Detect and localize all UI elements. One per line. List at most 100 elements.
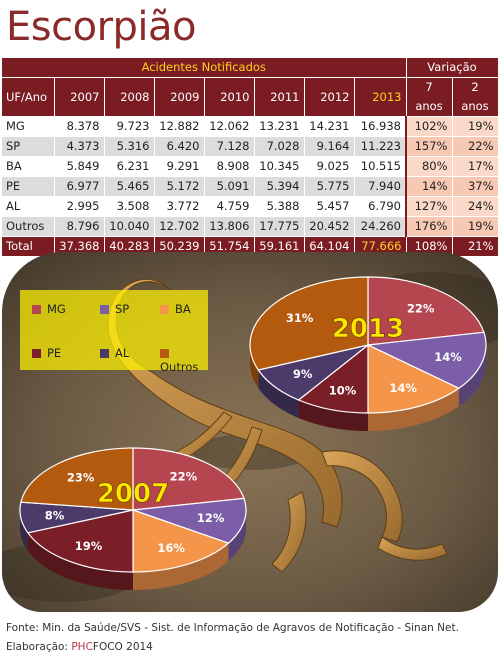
value-cell: 10.515 [354, 156, 407, 177]
value-cell: 9.025 [304, 156, 355, 177]
source-note: Fonte: Min. da Saúde/SVS - Sist. de Info… [6, 622, 459, 634]
legend-swatch [160, 305, 169, 314]
var2-cell: 37% [452, 176, 499, 197]
value-cell: 6.790 [354, 196, 407, 217]
variation-header: Variação [406, 58, 499, 78]
legend-label: BA [175, 302, 191, 316]
year-header: 2013 [354, 77, 407, 117]
var7-cell: 102% [406, 116, 453, 137]
legend-swatch [32, 305, 41, 314]
legend-label: SP [115, 302, 130, 316]
credit-prefix: Elaboração: [6, 641, 72, 653]
uf-cell: PE [2, 176, 55, 197]
credit-phc: PHC [71, 641, 93, 653]
year-header: 2008 [104, 77, 155, 117]
total-cell: 37.368 [54, 236, 105, 256]
value-cell: 5.091 [204, 176, 255, 197]
var7-cell: 157% [406, 136, 453, 157]
uf-cell: Outros [2, 216, 55, 237]
column-header-row: UF/Ano 2007 2008 2009 2010 2011 2012 201… [2, 77, 499, 117]
legend-swatch [100, 349, 109, 358]
total-var2: 21% [452, 236, 499, 256]
legend-label: MG [47, 302, 66, 316]
uf-cell: MG [2, 116, 55, 137]
value-cell: 11.223 [354, 136, 407, 157]
credit-rest: FOCO 2014 [92, 641, 153, 653]
value-cell: 17.775 [254, 216, 305, 237]
legend-item: AL [100, 346, 129, 360]
value-cell: 7.028 [254, 136, 305, 157]
total-row: Total 37.368 40.283 50.239 51.754 59.161… [2, 236, 499, 256]
value-cell: 5.172 [154, 176, 205, 197]
var2-cell: 24% [452, 196, 499, 217]
legend-label: PE [47, 346, 62, 360]
value-cell: 20.452 [304, 216, 355, 237]
uf-cell: AL [2, 196, 55, 217]
group-header: Acidentes Notificados [2, 58, 407, 78]
value-cell: 9.291 [154, 156, 205, 177]
value-cell: 8.796 [54, 216, 105, 237]
value-cell: 24.260 [354, 216, 407, 237]
legend-item: Outros [160, 346, 208, 374]
value-cell: 12.062 [204, 116, 255, 137]
uf-cell: SP [2, 136, 55, 157]
value-cell: 6.977 [54, 176, 105, 197]
table-row: Outros 8.796 10.040 12.702 13.806 17.775 20.45… [2, 216, 499, 237]
value-cell: 13.231 [254, 116, 305, 137]
value-cell: 5.465 [104, 176, 155, 197]
value-cell: 8.908 [204, 156, 255, 177]
page-title: Escorpião [6, 4, 197, 50]
legend-swatch [32, 349, 41, 358]
var2-cell: 17% [452, 156, 499, 177]
value-cell: 2.995 [54, 196, 105, 217]
legend-item: MG [32, 302, 66, 316]
value-cell: 9.723 [104, 116, 155, 137]
value-cell: 6.231 [104, 156, 155, 177]
chart-legend: MG SP BA PE AL Outros [20, 290, 208, 374]
total-label: Total [2, 236, 55, 256]
accidents-table: Acidentes Notificados Variação UF/Ano 20… [2, 58, 499, 256]
var-header: 2 anos [452, 77, 499, 117]
var7-cell: 80% [406, 156, 453, 177]
legend-item: SP [100, 302, 129, 316]
var2-cell: 22% [452, 136, 499, 157]
table-row: BA 5.849 6.231 9.291 8.908 10.345 9.025 10.515 8… [2, 156, 499, 177]
value-cell: 6.420 [154, 136, 205, 157]
value-cell: 14.231 [304, 116, 355, 137]
total-cell: 77.666 [354, 236, 407, 256]
value-cell: 3.508 [104, 196, 155, 217]
value-cell: 5.849 [54, 156, 105, 177]
legend-label: Outros [160, 360, 199, 374]
value-cell: 10.345 [254, 156, 305, 177]
credit-note: Elaboração: PHCFOCO 2014 [6, 641, 153, 653]
value-cell: 12.702 [154, 216, 205, 237]
value-cell: 5.775 [304, 176, 355, 197]
total-cell: 51.754 [204, 236, 255, 256]
value-cell: 3.772 [154, 196, 205, 217]
var2-cell: 19% [452, 116, 499, 137]
total-cell: 64.104 [304, 236, 355, 256]
legend-swatch [160, 349, 169, 358]
total-cell: 50.239 [154, 236, 205, 256]
uf-cell: BA [2, 156, 55, 177]
value-cell: 9.164 [304, 136, 355, 157]
value-cell: 7.940 [354, 176, 407, 197]
value-cell: 4.373 [54, 136, 105, 157]
value-cell: 5.388 [254, 196, 305, 217]
legend-label: AL [115, 346, 130, 360]
var2-cell: 19% [452, 216, 499, 237]
var7-cell: 14% [406, 176, 453, 197]
table-row: PE 6.977 5.465 5.172 5.091 5.394 5.775 7.940 14%… [2, 176, 499, 197]
value-cell: 13.806 [204, 216, 255, 237]
value-cell: 7.128 [204, 136, 255, 157]
total-cell: 59.161 [254, 236, 305, 256]
value-cell: 12.882 [154, 116, 205, 137]
value-cell: 5.394 [254, 176, 305, 197]
var7-cell: 176% [406, 216, 453, 237]
value-cell: 4.759 [204, 196, 255, 217]
legend-item: BA [160, 302, 191, 316]
year-header: 2010 [204, 77, 255, 117]
value-cell: 8.378 [54, 116, 105, 137]
value-cell: 5.457 [304, 196, 355, 217]
value-cell: 16.938 [354, 116, 407, 137]
